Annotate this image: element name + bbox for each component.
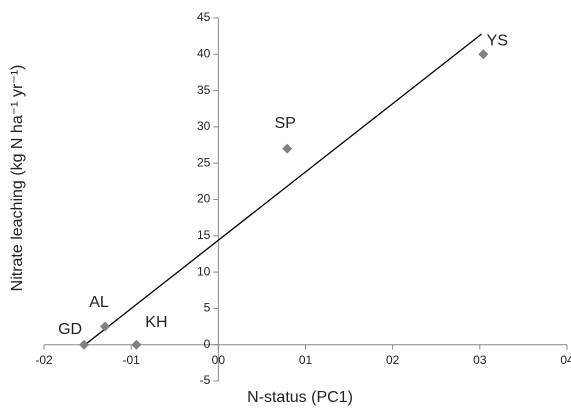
y-tick-label: 25 [197, 155, 211, 169]
point-label: KH [145, 314, 167, 331]
y-tick-label: 45 [197, 10, 211, 24]
x-axis-title: N-status (PC1) [247, 389, 353, 406]
y-tick-label: 15 [197, 228, 211, 242]
x-tick-label: -02 [35, 353, 53, 367]
point-label: SP [275, 115, 296, 132]
x-tick-label: 01 [299, 353, 313, 367]
y-tick-label: 5 [204, 301, 211, 315]
y-tick-label: -5 [200, 373, 211, 387]
x-tick-label: 04 [560, 353, 571, 367]
y-tick-label: 30 [197, 119, 211, 133]
trendline [83, 33, 482, 346]
point [131, 339, 142, 350]
point-label: YS [487, 33, 508, 50]
point-label: AL [89, 294, 109, 311]
point-label: GD [58, 321, 82, 338]
point [478, 49, 489, 60]
y-tick-label: 35 [197, 83, 211, 97]
x-tick-label: -01 [122, 353, 140, 367]
y-tick-label: 10 [197, 264, 211, 278]
point [79, 339, 90, 350]
y-tick-label: 20 [197, 192, 211, 206]
x-tick-label: 03 [473, 353, 487, 367]
x-tick-label: 02 [386, 353, 400, 367]
point [282, 143, 293, 154]
y-tick-label: 40 [197, 46, 211, 60]
y-axis-title: Nitrate leaching (kg N ha⁻¹ yr⁻¹) [9, 65, 26, 292]
y-tick-label: 0 [204, 337, 211, 351]
x-tick-label: 00 [212, 353, 226, 367]
point [100, 321, 111, 332]
